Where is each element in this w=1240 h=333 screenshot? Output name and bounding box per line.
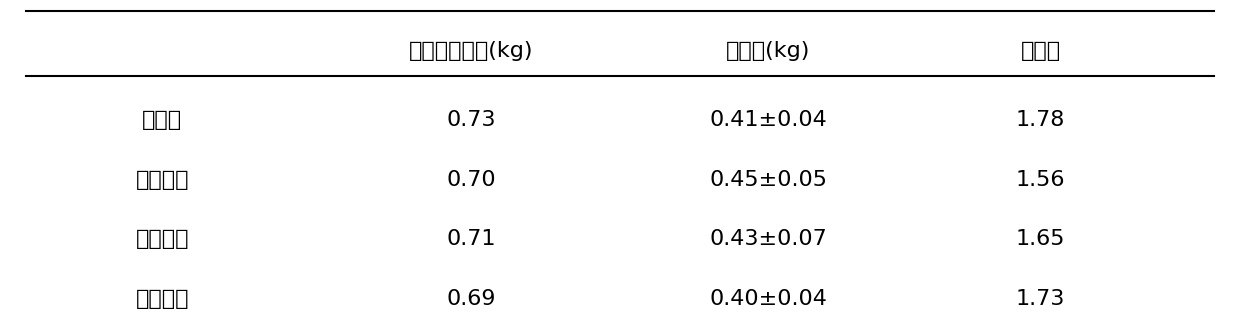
Text: 0.43±0.07: 0.43±0.07 [709, 229, 827, 249]
Text: 1.56: 1.56 [1016, 170, 1065, 190]
Text: 平均日采食量(kg): 平均日采食量(kg) [409, 41, 533, 61]
Text: 0.70: 0.70 [446, 170, 496, 190]
Text: 0.40±0.04: 0.40±0.04 [709, 289, 827, 309]
Text: 0.41±0.04: 0.41±0.04 [709, 110, 827, 130]
Text: 1.78: 1.78 [1016, 110, 1065, 130]
Text: 处理组三: 处理组三 [135, 289, 188, 309]
Text: 1.73: 1.73 [1016, 289, 1065, 309]
Text: 0.69: 0.69 [446, 289, 496, 309]
Text: 0.71: 0.71 [446, 229, 496, 249]
Text: 日增重(kg): 日增重(kg) [727, 41, 811, 61]
Text: 空白组: 空白组 [143, 110, 182, 130]
Text: 料肉比: 料肉比 [1021, 41, 1060, 61]
Text: 0.45±0.05: 0.45±0.05 [709, 170, 827, 190]
Text: 处理组二: 处理组二 [135, 229, 188, 249]
Text: 处理组一: 处理组一 [135, 170, 188, 190]
Text: 0.73: 0.73 [446, 110, 496, 130]
Text: 1.65: 1.65 [1016, 229, 1065, 249]
